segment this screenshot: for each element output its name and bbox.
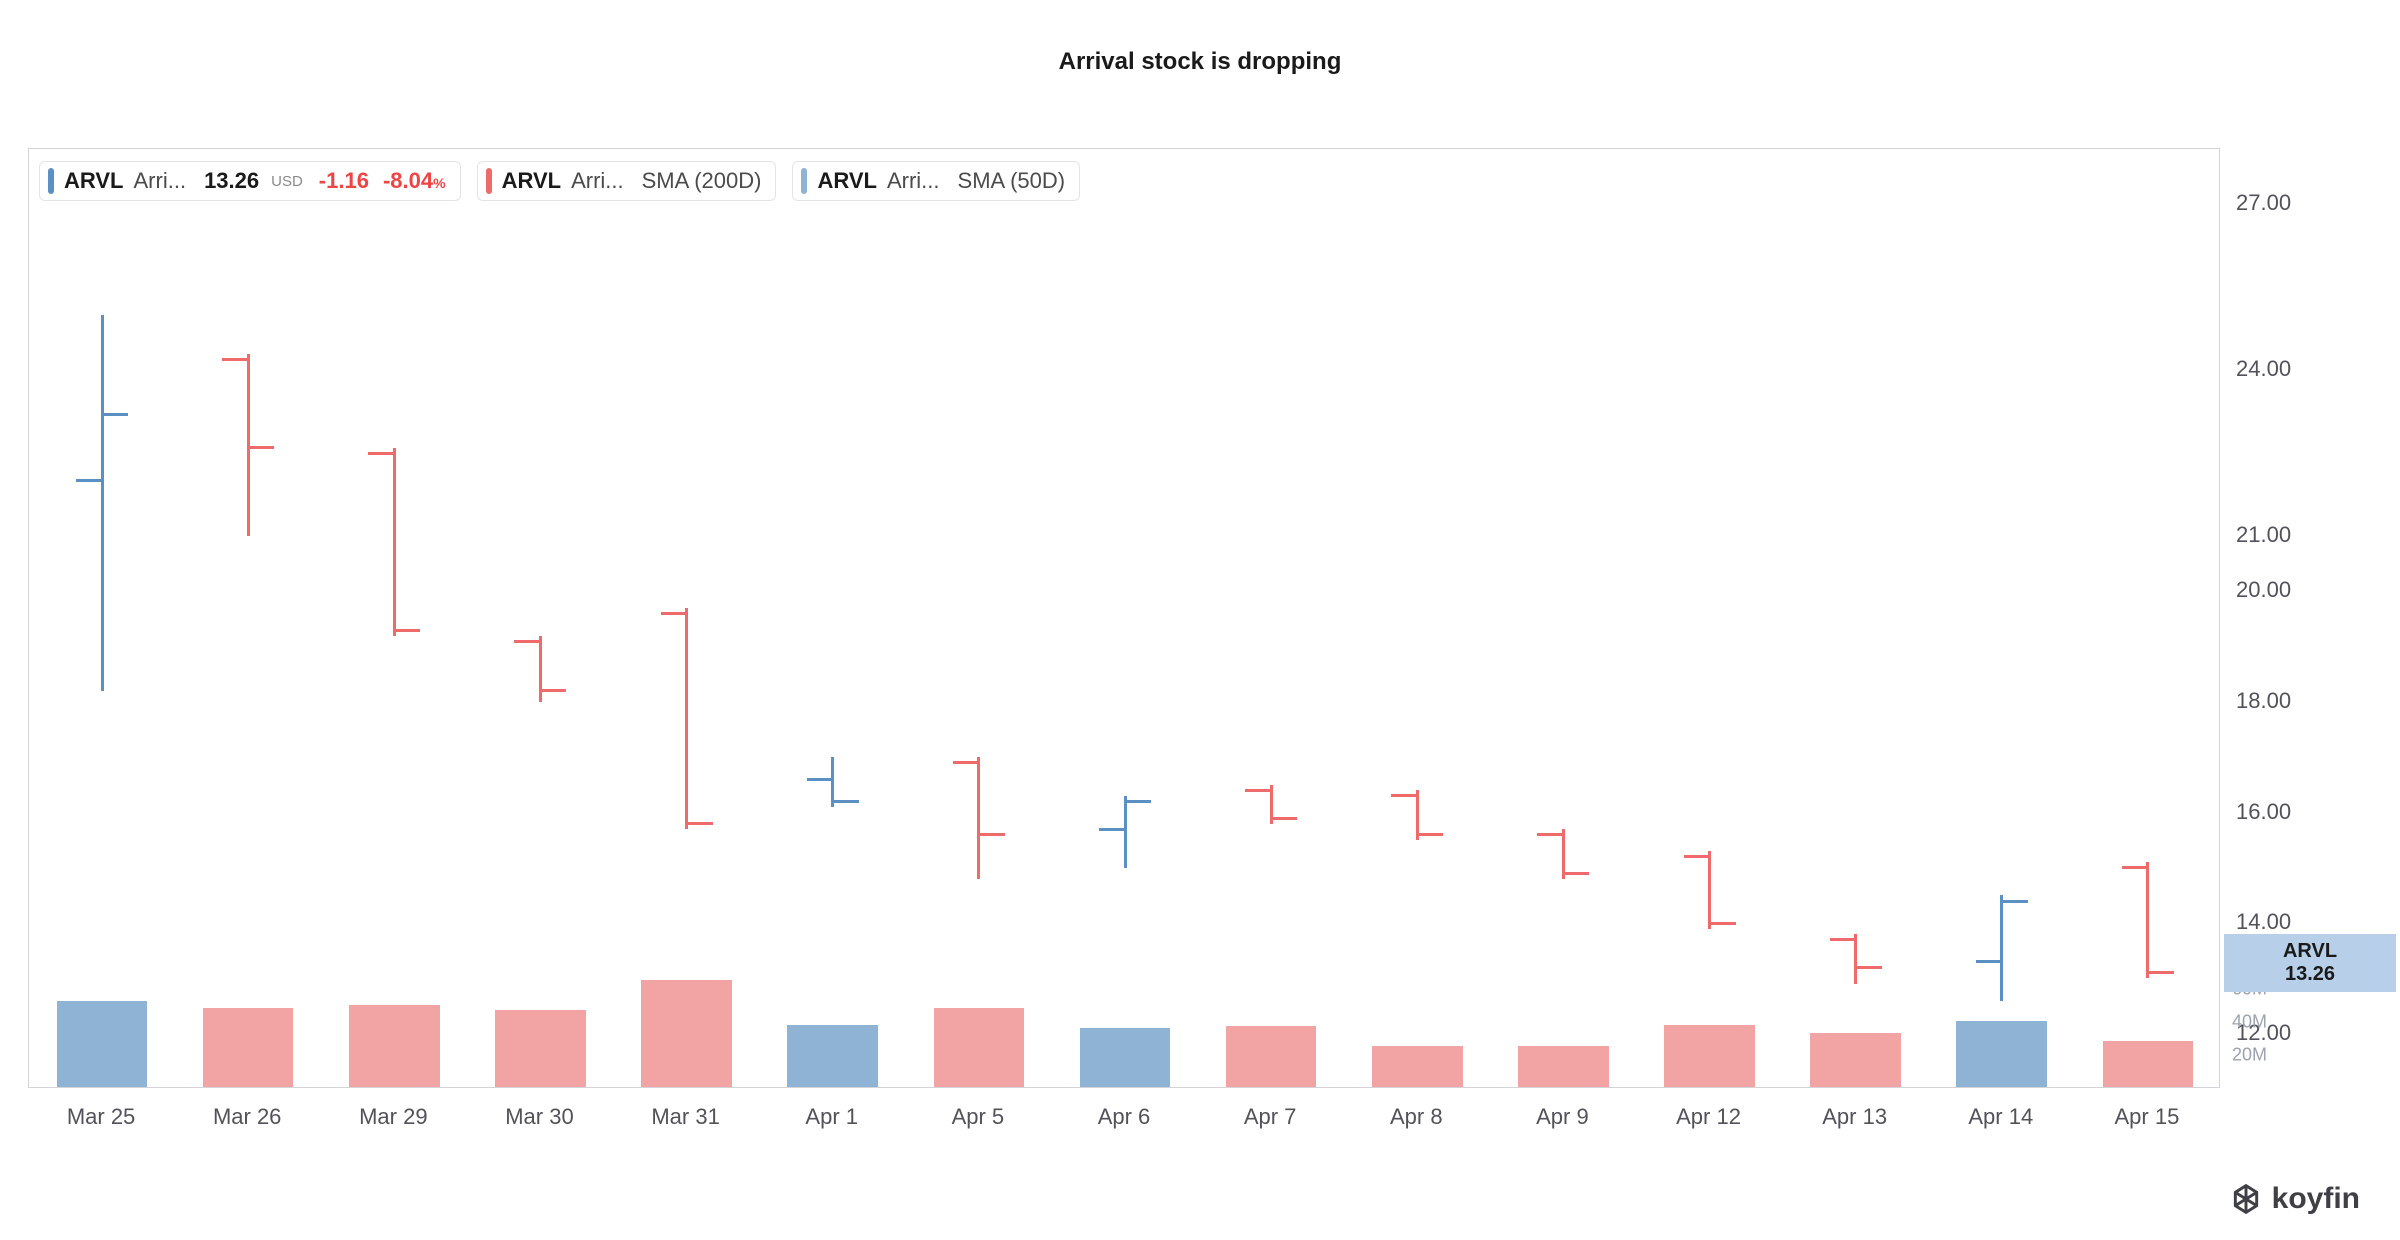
legend-sma-label: SMA (50D) [958,168,1066,194]
legend-name: Arri... [887,168,940,194]
y-volume-tick-label: 20M [2232,1045,2267,1066]
y-tick-label: 20.00 [2236,577,2291,603]
chart-frame: ARVL Arri... 13.26 USD -1.16 -8.04% ARVL… [28,148,2220,1088]
y-volume-tick-label: 40M [2232,1012,2267,1033]
x-tick-label: Apr 9 [1536,1104,1589,1130]
ohlc-bar [29,149,2219,1087]
x-tick-label: Mar 29 [359,1104,427,1130]
legend-sma-label: SMA (200D) [642,168,762,194]
legend-pct: -8.04% [383,168,446,194]
legend-sma200-box[interactable]: ARVL Arri... SMA (200D) [477,161,777,201]
legend-name: Arri... [571,168,624,194]
legend-ticker: ARVL [817,168,877,194]
attribution-text: koyfin [2272,1182,2360,1216]
legend-pct-value: -8.04 [383,168,433,193]
legend-ticker: ARVL [502,168,562,194]
attribution: koyfin [2230,1182,2360,1216]
y-tick-label: 24.00 [2236,356,2291,382]
legend-pill-price [48,168,54,194]
y-tick-label: 18.00 [2236,688,2291,714]
x-tick-label: Apr 1 [805,1104,858,1130]
legend-pct-suffix: % [433,175,445,191]
x-tick-label: Mar 31 [651,1104,719,1130]
y-tick-label: 27.00 [2236,190,2291,216]
x-tick-label: Mar 26 [213,1104,281,1130]
legend-price-box[interactable]: ARVL Arri... 13.26 USD -1.16 -8.04% [39,161,461,201]
price-flag-ticker: ARVL [2234,940,2386,963]
legend-row: ARVL Arri... 13.26 USD -1.16 -8.04% ARVL… [39,161,1080,201]
legend-ticker: ARVL [64,168,124,194]
x-axis: Mar 25 Mar 26 Mar 29 Mar 30 Mar 31 Apr 1 Apr 5… [28,1092,2220,1132]
x-tick-label: Mar 30 [505,1104,573,1130]
x-tick-label: Apr 8 [1390,1104,1443,1130]
legend-price: 13.26 [204,168,259,194]
legend-change: -1.16 [319,168,369,194]
x-tick-label: Apr 14 [1968,1104,2033,1130]
legend-name: Arri... [134,168,187,194]
price-flag: ARVL 13.26 [2224,934,2396,992]
x-tick-label: Apr 5 [952,1104,1005,1130]
legend-pill-sma200 [486,168,492,194]
legend-currency: USD [271,173,303,190]
chart-title: Arrival stock is dropping [0,0,2400,76]
legend-pill-sma50 [801,168,807,194]
price-flag-value: 13.26 [2234,963,2386,986]
y-tick-label: 16.00 [2236,799,2291,825]
koyfin-logo-icon [2230,1183,2262,1215]
legend-sma50-box[interactable]: ARVL Arri... SMA (50D) [792,161,1080,201]
y-tick-label: 14.00 [2236,909,2291,935]
y-tick-label: 21.00 [2236,522,2291,548]
x-tick-label: Apr 13 [1822,1104,1887,1130]
plot-area[interactable] [29,149,2219,1087]
x-tick-label: Apr 15 [2115,1104,2180,1130]
x-tick-label: Apr 7 [1244,1104,1297,1130]
x-tick-label: Mar 25 [67,1104,135,1130]
x-tick-label: Apr 12 [1676,1104,1741,1130]
x-tick-label: Apr 6 [1098,1104,1151,1130]
